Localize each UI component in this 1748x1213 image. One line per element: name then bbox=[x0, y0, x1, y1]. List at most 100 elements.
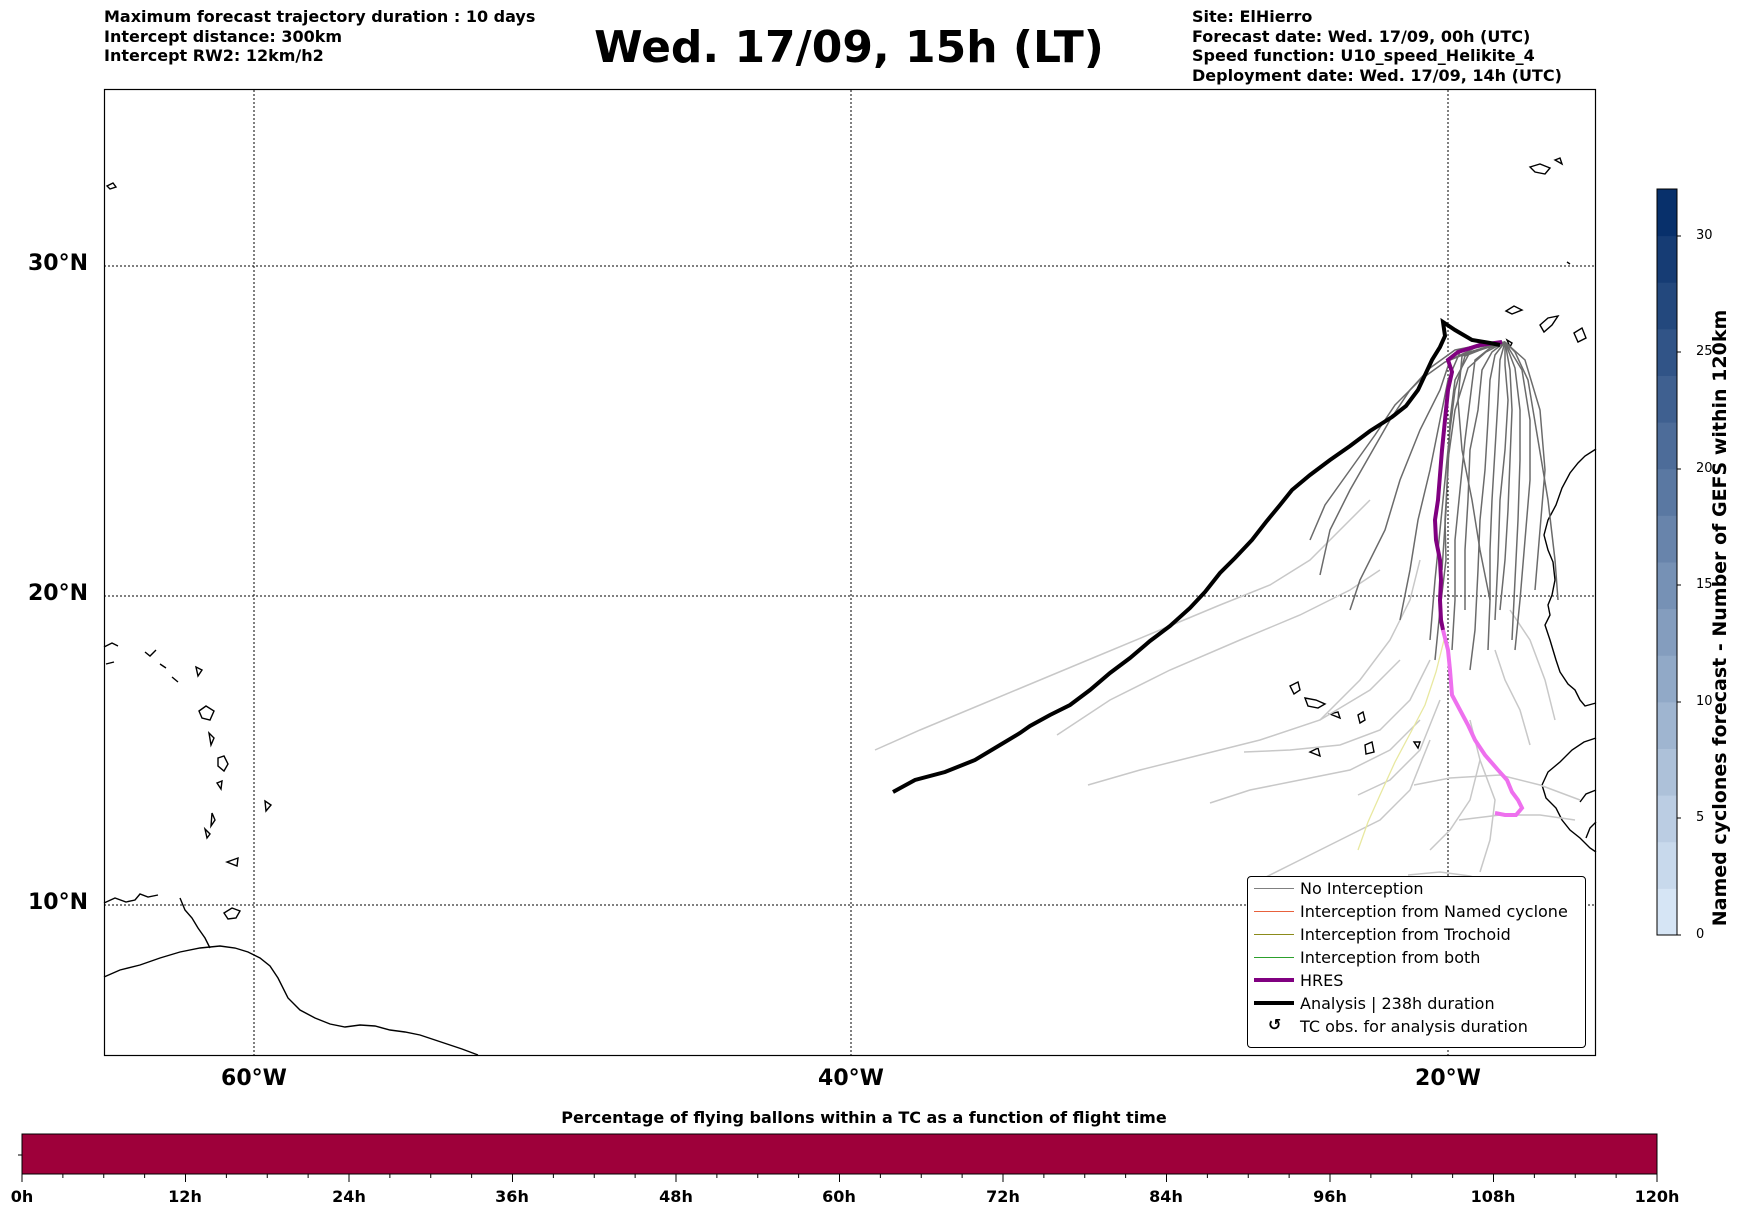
island-bermuda bbox=[105, 182, 118, 190]
colorbar-level bbox=[1657, 748, 1677, 796]
legend-item-both: Interception from both bbox=[1248, 946, 1585, 968]
island-small bbox=[1566, 261, 1571, 265]
analysis-trajectory bbox=[892, 317, 1501, 794]
bar-tick-label: 36h bbox=[495, 1187, 529, 1206]
island-cape-verde-b bbox=[1303, 697, 1327, 709]
bar-tick-label: 12h bbox=[168, 1187, 202, 1206]
legend-label: Interception from Named cyclone bbox=[1300, 902, 1568, 921]
colorbar-level bbox=[1657, 282, 1677, 330]
cyclone-icon: ↺ bbox=[1268, 1015, 1282, 1034]
colorbar-tick-label: 25 bbox=[1696, 344, 1713, 359]
trajectory-faint bbox=[874, 499, 1371, 751]
island-cape-verde-e bbox=[1308, 746, 1322, 758]
header-line: Speed function: U10_speed_Helikite_4 bbox=[1192, 46, 1535, 65]
legend-label: Interception from both bbox=[1300, 948, 1481, 967]
colorbar-tick-label: 0 bbox=[1696, 927, 1705, 942]
legend: No Interception Interception from Named … bbox=[1247, 876, 1586, 1048]
header-line: Intercept RW2: 12km/h2 bbox=[104, 46, 324, 65]
island-st-lucia bbox=[215, 779, 223, 791]
trajectory-ensemble bbox=[1499, 341, 1513, 611]
header-line: Deployment date: Wed. 17/09, 14h (UTC) bbox=[1192, 65, 1562, 85]
trajectory-faint bbox=[1357, 699, 1441, 796]
legend-item-hres: HRES bbox=[1248, 969, 1585, 991]
colorbar-level bbox=[1657, 795, 1677, 843]
lat-label-30n: 30°N bbox=[27, 251, 88, 276]
island-tobago bbox=[225, 856, 239, 867]
coastlines bbox=[103, 157, 1597, 1056]
hres-trajectory bbox=[1432, 340, 1503, 631]
header-line: Intercept distance: 300km bbox=[104, 26, 343, 46]
legend-swatch bbox=[1254, 1001, 1294, 1005]
colorbar-tick-label: 15 bbox=[1696, 577, 1713, 592]
bar-tick-label: 48h bbox=[659, 1187, 693, 1206]
colorbar-level bbox=[1657, 328, 1677, 376]
colorbar-level bbox=[1657, 888, 1677, 936]
island-st-vincent bbox=[210, 812, 216, 829]
coast-guinea bbox=[1579, 789, 1597, 839]
header-right: Site: ElHierro Forecast date: Wed. 17/09,… bbox=[1192, 7, 1562, 85]
island-cape-verde-c bbox=[1327, 711, 1342, 720]
island-dominica bbox=[207, 730, 215, 748]
legend-swatch bbox=[1254, 934, 1294, 935]
colorbar-level bbox=[1657, 562, 1677, 610]
legend-swatch bbox=[1254, 888, 1294, 889]
bar-tick-label: 96h bbox=[1313, 1187, 1347, 1206]
colorbar-tick-label: 5 bbox=[1696, 810, 1705, 825]
colorbar-tick-marks bbox=[1677, 235, 1681, 936]
legend-item-tc-obs: ↺ TC obs. for analysis duration bbox=[1248, 1015, 1585, 1037]
trajectory-ensemble bbox=[1504, 341, 1531, 651]
lat-label-20n: 20°N bbox=[27, 581, 88, 606]
trajectory-faint bbox=[1243, 659, 1431, 753]
island-canary-b bbox=[1539, 314, 1560, 334]
trajectory-ensemble bbox=[1434, 341, 1506, 661]
colorbar-level bbox=[1657, 189, 1677, 237]
island-canary-c bbox=[1573, 326, 1587, 343]
trajectory-trochoid bbox=[1357, 639, 1445, 851]
colorbar-tick-label: 10 bbox=[1696, 694, 1713, 709]
island-canary-a bbox=[1504, 305, 1524, 315]
island-cape-verde-d bbox=[1357, 710, 1366, 725]
island-martinique bbox=[217, 755, 229, 773]
colorbar-level bbox=[1657, 515, 1677, 563]
trajectory-ensemble bbox=[1457, 341, 1506, 601]
trajectory-ensemble bbox=[1349, 341, 1506, 611]
trajectory-faint bbox=[1259, 739, 1431, 881]
coast-antilles bbox=[103, 642, 179, 683]
trajectory-faint bbox=[1458, 814, 1576, 821]
trajectory-faint bbox=[1479, 759, 1496, 873]
header-line: Maximum forecast trajectory duration : 1… bbox=[104, 7, 536, 26]
island-porto-santo bbox=[1553, 157, 1564, 166]
trajectory-ensemble bbox=[1494, 342, 1509, 621]
island-leeward bbox=[194, 665, 204, 678]
legend-item-analysis: Analysis | 238h duration bbox=[1248, 992, 1585, 1014]
island-cape-verde-f bbox=[1364, 741, 1375, 755]
coast-west-africa-north bbox=[1543, 448, 1597, 707]
trajectory-ensemble bbox=[1487, 341, 1506, 651]
bar-tick-label: 0h bbox=[10, 1187, 34, 1206]
colorbar-level bbox=[1657, 375, 1677, 423]
colorbar-level bbox=[1657, 468, 1677, 516]
trajectory-ensemble bbox=[1464, 341, 1506, 610]
trajectory-ensemble bbox=[1469, 341, 1506, 671]
lon-label-60w: 60°W bbox=[221, 1066, 287, 1091]
lon-label-20w: 20°W bbox=[1415, 1066, 1481, 1091]
legend-label: Interception from Trochoid bbox=[1300, 925, 1511, 944]
island-trinidad bbox=[223, 907, 242, 920]
colorbar-levels bbox=[1657, 189, 1677, 936]
island-el-hierro bbox=[1505, 338, 1513, 349]
trajectory-ensemble bbox=[1504, 341, 1559, 601]
colorbar-level bbox=[1657, 235, 1677, 283]
coast-venezuela bbox=[179, 897, 211, 949]
legend-label: No Interception bbox=[1300, 879, 1424, 898]
trajectory-faint bbox=[1056, 569, 1381, 736]
colorbar-tick-label: 20 bbox=[1696, 461, 1713, 476]
legend-item-no-interception: No Interception bbox=[1248, 877, 1585, 899]
legend-label: Analysis | 238h duration bbox=[1300, 994, 1495, 1013]
page-title: Wed. 17/09, 15h (LT) bbox=[594, 22, 1104, 73]
lat-label-10n: 10°N bbox=[27, 890, 88, 915]
trajectory-faint bbox=[1319, 559, 1421, 721]
trajectory-faint bbox=[1209, 719, 1421, 804]
lon-label-40w: 40°W bbox=[818, 1066, 884, 1091]
flight-bar-title: Percentage of flying ballons within a TC… bbox=[561, 1108, 1167, 1127]
island-guadeloupe bbox=[198, 705, 215, 721]
